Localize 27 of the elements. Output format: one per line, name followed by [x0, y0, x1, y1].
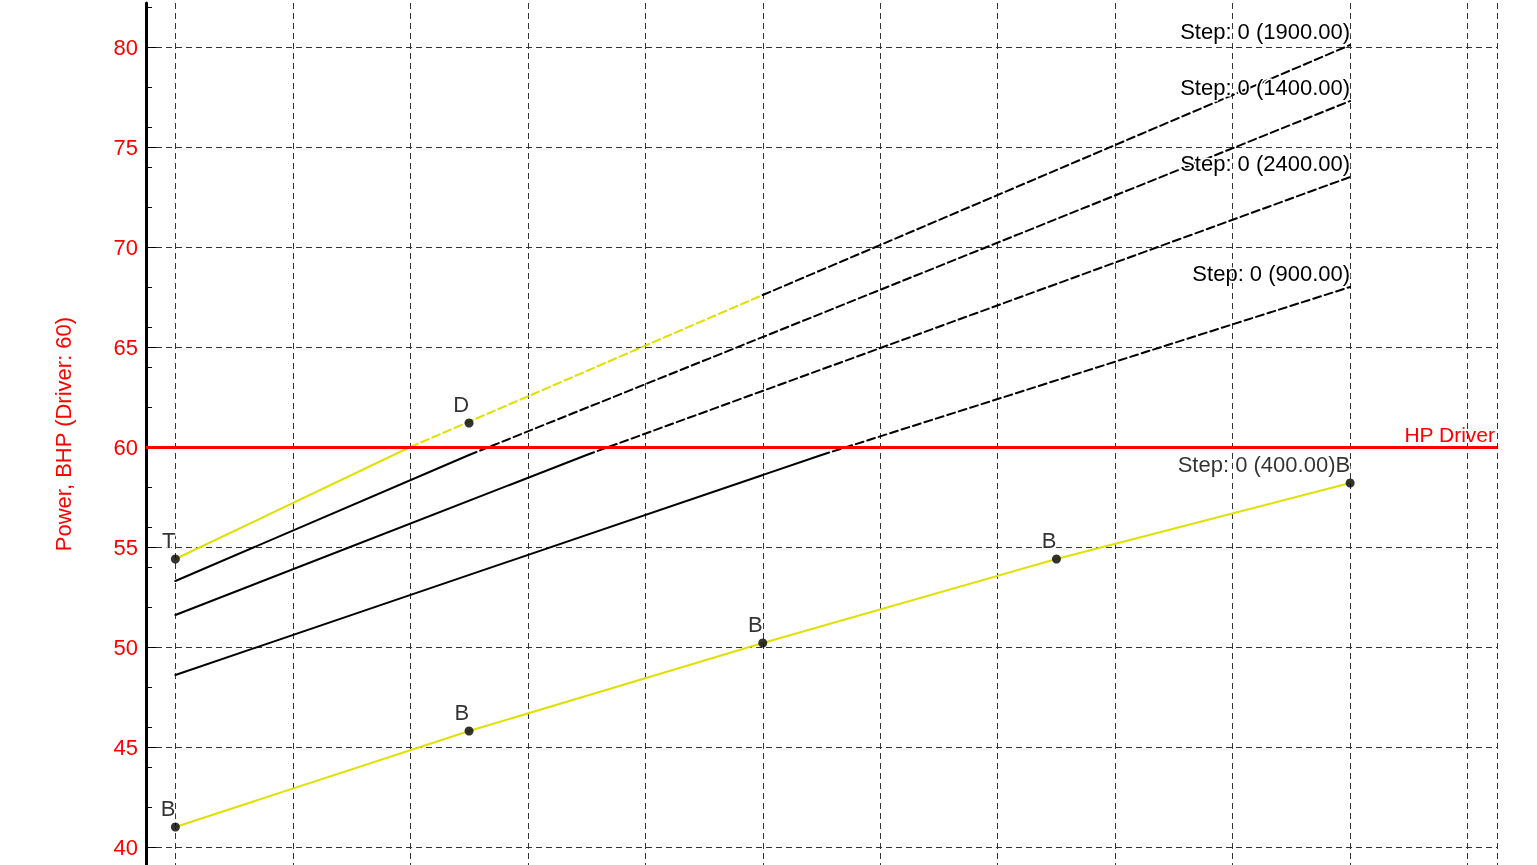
y-tick-label: 65: [113, 334, 138, 360]
point: [1345, 478, 1355, 488]
y-tick-label: 40: [113, 834, 138, 860]
data-label: D: [453, 392, 470, 417]
point: [464, 418, 474, 428]
point: [1051, 554, 1061, 564]
data-label: B: [748, 612, 763, 637]
ref-line-label: HP Driver: [1404, 423, 1496, 446]
data-label: B: [160, 796, 176, 821]
y-axis-title: Power, BHP (Driver: 60): [50, 316, 76, 552]
data-label: T: [161, 528, 176, 553]
y-tick-label: 80: [113, 34, 138, 60]
y-tick-label: 75: [113, 134, 138, 160]
data-label: B: [1041, 528, 1057, 553]
data-label: Step: 0 (400.00)B: [1177, 452, 1351, 477]
point: [758, 638, 768, 648]
point: [170, 554, 180, 564]
data-label: Step: 0 (900.00): [1192, 260, 1351, 286]
y-tick-label: 60: [113, 434, 138, 460]
point: [170, 822, 180, 832]
data-label: B: [454, 700, 470, 725]
y-tick-label: 45: [113, 734, 138, 760]
y-tick-label: 55: [113, 534, 138, 560]
point: [464, 726, 474, 736]
y-tick-label: 50: [113, 634, 138, 660]
data-label: Step: 0 (1900.00): [1180, 18, 1351, 44]
y-tick-label: 70: [113, 234, 138, 260]
